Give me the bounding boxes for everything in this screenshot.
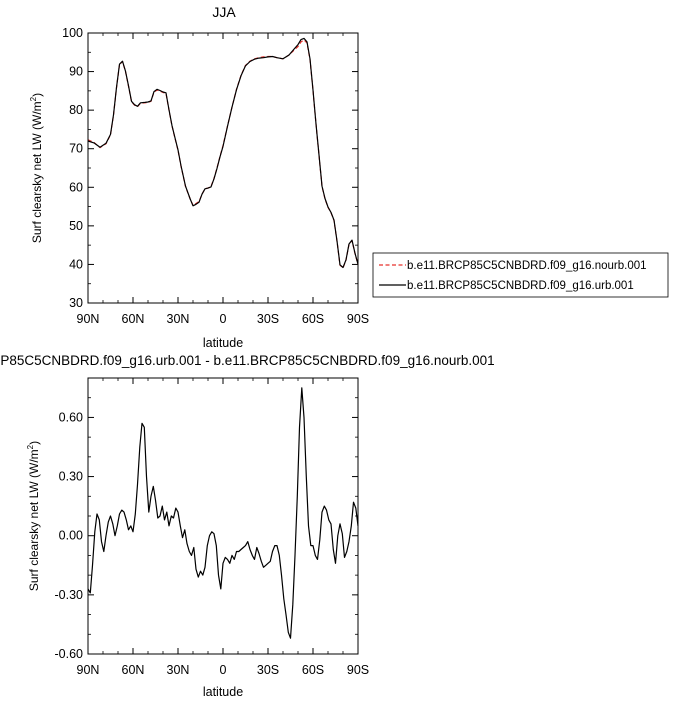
x-tick-label: 90N: [77, 312, 100, 326]
bottom-y-axis-label: Surf clearsky net LW (W/m2): [26, 441, 41, 591]
legend: b.e11.BRCP85C5CNBDRD.f09_g16.nourb.001 b…: [372, 252, 669, 298]
legend-label-nourb: b.e11.BRCP85C5CNBDRD.f09_g16.nourb.001: [407, 260, 647, 272]
series-line-1: [87, 37, 359, 269]
x-tick-label: 60S: [302, 663, 324, 677]
y-tick-label: 50: [69, 219, 83, 233]
y-tick-label: 0.00: [59, 529, 83, 543]
series-line-0: [87, 387, 359, 639]
x-tick-label: 30N: [167, 663, 190, 677]
y-tick-label: 80: [69, 103, 83, 117]
x-tick-label: 90S: [347, 312, 369, 326]
x-tick-label: 90N: [77, 663, 100, 677]
top-plot-frame: [87, 32, 359, 304]
x-tick-label: 60S: [302, 312, 324, 326]
top-x-axis-label: latitude: [203, 336, 243, 350]
x-tick-label: 0: [220, 312, 227, 326]
x-tick-label: 60N: [122, 663, 145, 677]
y-tick-label: 100: [62, 26, 83, 40]
top-chart-title: JJA: [212, 4, 236, 20]
bottom-x-axis-label: latitude: [203, 685, 243, 699]
x-tick-label: 30S: [257, 312, 279, 326]
y-tick-label: 30: [69, 296, 83, 310]
bottom-axis-ticks: 90N 60N 30N 0 30S 60S 90S -0.60 -0.30 0.00 0.30 0.6…: [55, 377, 369, 677]
y-tick-label: 90: [69, 65, 83, 79]
y-tick-label: 60: [69, 180, 83, 194]
bottom-plot: b.e11.BRCP85C5CNBDRD.f09_g16.urb.001 - b…: [0, 353, 495, 699]
y-tick-label: -0.60: [55, 647, 84, 661]
x-tick-label: 30S: [257, 663, 279, 677]
bottom-plot-frame: [87, 377, 359, 655]
y-tick-label: 0.60: [59, 410, 83, 424]
y-tick-label: 40: [69, 257, 83, 271]
top-plot-lines: [87, 37, 359, 269]
y-tick-label: -0.30: [55, 588, 84, 602]
x-tick-label: 60N: [122, 312, 145, 326]
y-tick-label: 70: [69, 142, 83, 156]
x-tick-label: 30N: [167, 312, 190, 326]
top-y-axis-label: Surf clearsky net LW (W/m2): [29, 93, 44, 243]
y-tick-label: 0.30: [59, 470, 83, 484]
bottom-plot-lines: [87, 387, 359, 639]
top-axis-ticks: 90N 60N 30N 0 30S 60S 90S 30 40 50 60 70 80 90 100: [62, 26, 369, 326]
series-line-0: [87, 39, 359, 269]
legend-frame: [372, 252, 669, 298]
x-tick-label: 0: [220, 663, 227, 677]
top-plot: JJA 90N 60N 30N 0 30S 60S 90S 30 40 50 60 70 80 90 100…: [29, 4, 369, 350]
bottom-chart-title: b.e11.BRCP85C5CNBDRD.f09_g16.urb.001 - b…: [0, 353, 495, 368]
legend-label-urb: b.e11.BRCP85C5CNBDRD.f09_g16.urb.001: [407, 280, 634, 292]
x-tick-label: 90S: [347, 663, 369, 677]
